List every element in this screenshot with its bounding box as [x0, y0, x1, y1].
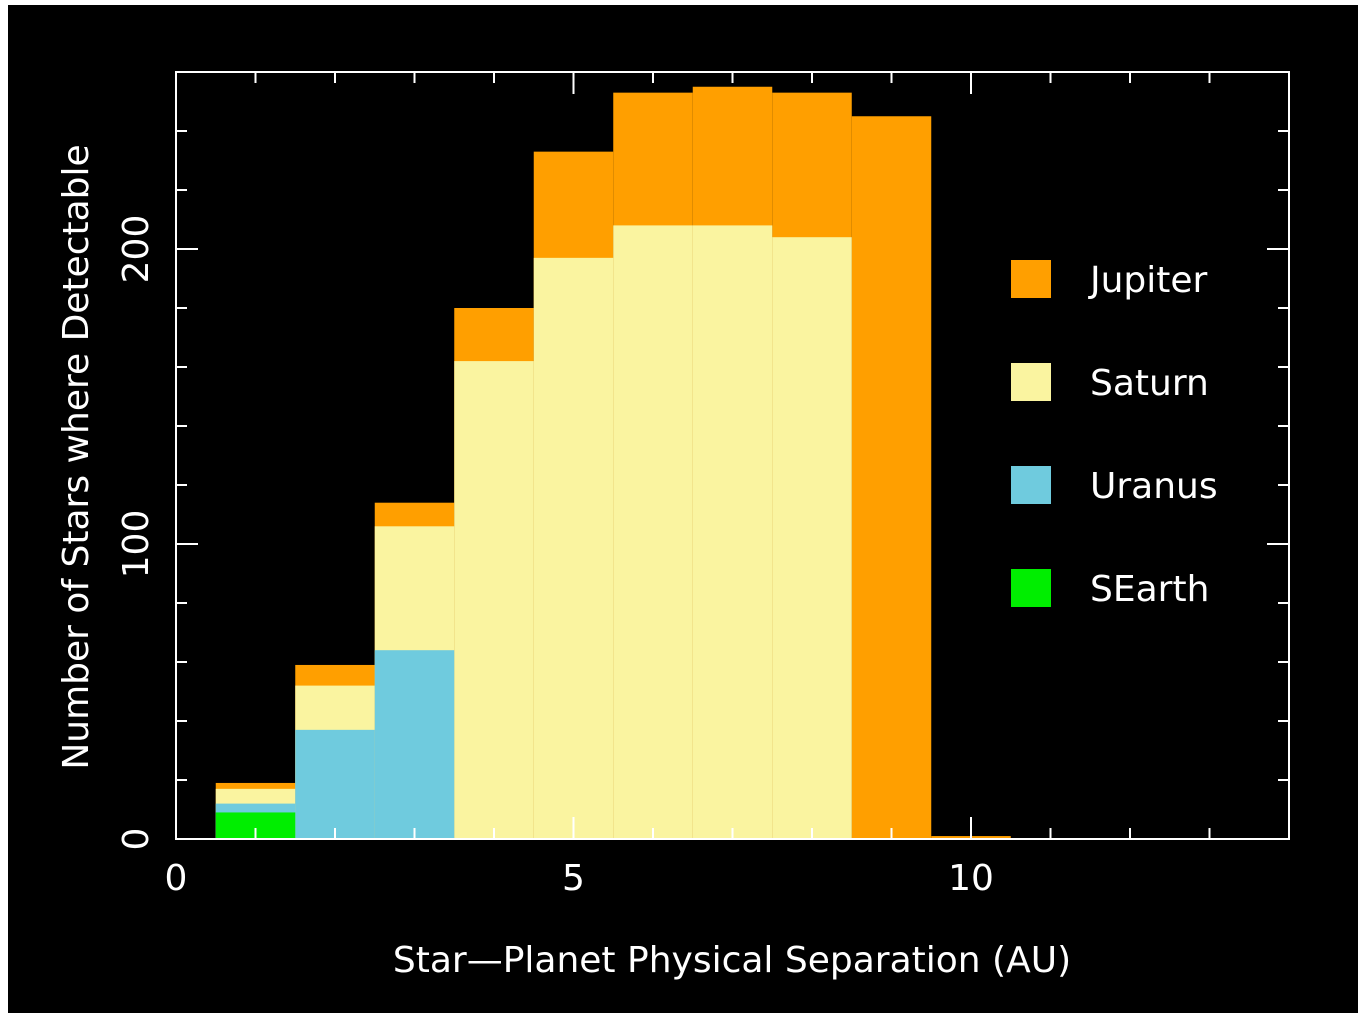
bars-layer	[215, 86, 1011, 840]
bar-saturn-bin-4	[454, 361, 534, 839]
legend-label-jupiter: Jupiter	[1088, 260, 1208, 301]
bar-uranus-bin-2	[295, 729, 375, 839]
legend: Jupiter Saturn Uranus SEarth	[1011, 260, 1218, 610]
x-tick-label: 10	[948, 858, 994, 899]
legend-label-uranus: Uranus	[1090, 466, 1218, 507]
bar-jupiter-bin-9	[851, 116, 932, 839]
y-axis-label: Number of Stars where Detectable	[56, 144, 97, 769]
y-tick-label: 200	[116, 215, 157, 284]
legend-swatch-uranus	[1011, 466, 1051, 504]
x-axis-label: Star—Planet Physical Separation (AU)	[393, 940, 1071, 981]
y-tick-label: 100	[116, 510, 157, 579]
bar-saturn-bin-6	[613, 225, 693, 839]
legend-swatch-jupiter	[1011, 260, 1051, 298]
bar-saturn-bin-8	[772, 237, 852, 839]
x-tick-label: 0	[165, 858, 188, 899]
y-tick-label: 0	[116, 828, 157, 851]
legend-swatch-saturn	[1011, 363, 1051, 401]
ticks-layer	[176, 72, 1289, 839]
bar-saturn-bin-7	[692, 225, 773, 839]
x-tick-label: 5	[562, 858, 585, 899]
legend-label-saturn: Saturn	[1090, 363, 1209, 404]
bar-uranus-bin-3	[374, 650, 455, 839]
legend-swatch-searth	[1011, 569, 1051, 607]
legend-label-searth: SEarth	[1090, 569, 1209, 610]
bar-saturn-bin-5	[533, 257, 614, 840]
